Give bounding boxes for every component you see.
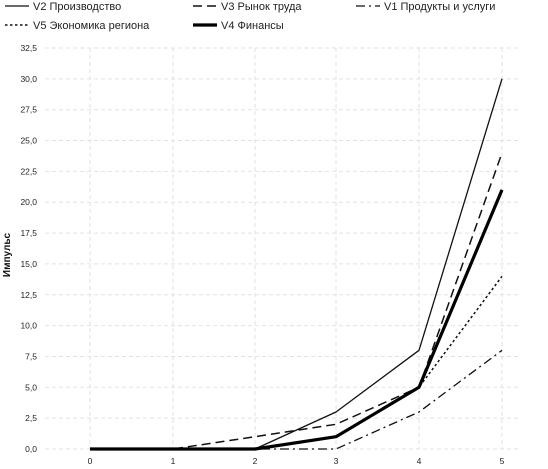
y-tick-label: 2,5 — [25, 413, 37, 423]
y-tick-label: 22,5 — [20, 166, 37, 176]
legend-label: V2 Производство — [33, 1, 121, 13]
chart-series — [90, 78, 504, 451]
series-line-4 — [90, 275, 503, 450]
y-tick-label: 7,5 — [25, 351, 37, 361]
legend-label: V3 Рынок труда — [221, 1, 302, 13]
y-axis-ticks: 0,0 2,5 5,0 7,5 10,0 12,5 15,0 17,5 20,0 22,5 25,0… — [20, 43, 37, 454]
y-tick-label: 27,5 — [20, 105, 37, 115]
legend-item: V2 Производство — [5, 1, 121, 13]
legend-item: V4 Финансы — [193, 20, 284, 32]
x-tick-label: 1 — [171, 456, 176, 466]
series-line-5 — [90, 189, 504, 451]
y-tick-label: 10,0 — [20, 321, 37, 331]
y-tick-label: 25,0 — [20, 136, 37, 146]
y-tick-label: 20,0 — [20, 197, 37, 207]
series-line-2 — [90, 152, 503, 450]
x-axis-ticks: 0 1 2 3 4 5 — [88, 456, 505, 466]
y-tick-label: 32,5 — [20, 43, 37, 53]
y-tick-label: 17,5 — [20, 228, 37, 238]
legend-label: V5 Экономика региона — [33, 20, 150, 32]
y-axis-title: Импульс — [2, 233, 13, 278]
x-tick-label: 0 — [88, 456, 93, 466]
x-tick-label: 4 — [417, 456, 422, 466]
x-tick-label: 3 — [334, 456, 339, 466]
y-tick-label: 0,0 — [25, 444, 37, 454]
legend-label: V4 Финансы — [221, 20, 284, 32]
y-tick-label: 15,0 — [20, 259, 37, 269]
x-tick-label: 2 — [253, 456, 258, 466]
y-tick-label: 30,0 — [20, 74, 37, 84]
chart-legend: V2 Производство V3 Рынок труда V1 Продукты… — [5, 1, 495, 32]
x-tick-label: 5 — [500, 456, 505, 466]
series-line-3 — [90, 349, 503, 450]
chart-grid — [45, 47, 520, 450]
y-tick-label: 5,0 — [25, 382, 37, 392]
legend-item: V5 Экономика региона — [5, 20, 150, 32]
legend-label: V1 Продукты и услуги — [384, 1, 495, 13]
legend-item: V1 Продукты и услуги — [356, 1, 495, 13]
y-tick-label: 12,5 — [20, 290, 37, 300]
legend-item: V3 Рынок труда — [193, 1, 302, 13]
